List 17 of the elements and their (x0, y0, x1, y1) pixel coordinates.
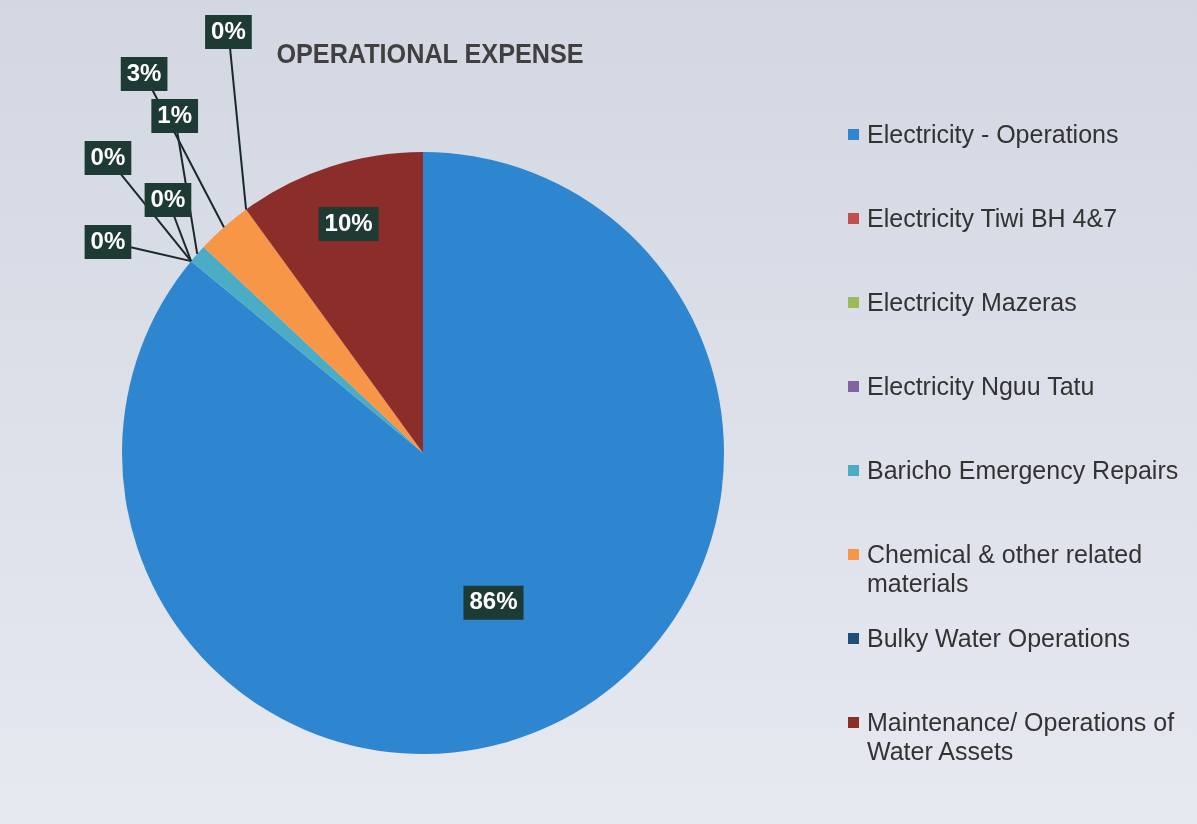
legend-label: Electricity Mazeras (867, 288, 1077, 317)
text: 0% (150, 184, 186, 212)
legend-label: Bulky Water Operations (867, 624, 1131, 653)
data-label: 1% (157, 100, 193, 128)
legend-label: Maintenance/ Operations of Water Assets (867, 708, 1176, 766)
text: 0% (211, 16, 246, 44)
data-label: 3% (126, 58, 162, 86)
data-label: 10% (324, 208, 373, 236)
legend-label: Electricity Nguu Tatu (867, 372, 1095, 401)
legend-label: Chemical & other related materials (867, 540, 1144, 598)
legend-label: Baricho Emergency Repairs (867, 456, 1179, 485)
text: 0% (90, 226, 126, 254)
data-label: 86% (469, 587, 518, 615)
legend-label: Electricity Tiwi BH 4&7 (867, 204, 1118, 233)
legend-label: Electricity - Operations (867, 120, 1119, 149)
text: 0% (90, 142, 126, 170)
chart-title: OPERATIONAL EXPENSE (276, 38, 584, 69)
